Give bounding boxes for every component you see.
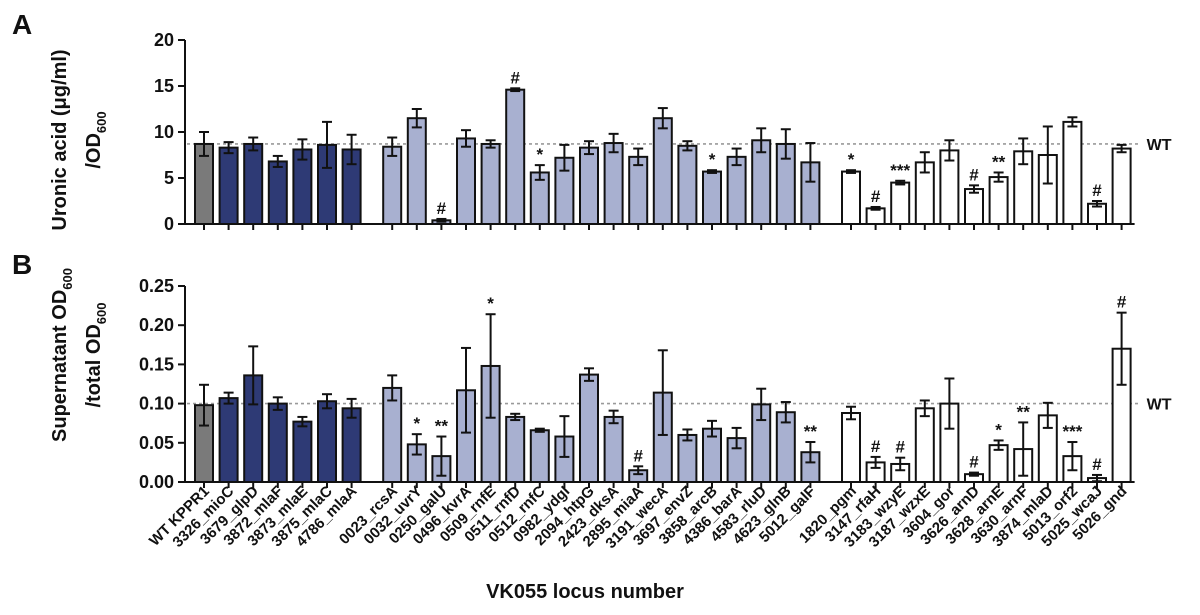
panel-b-ylabel-line2: /total OD (83, 324, 105, 407)
panel-b-ylabel-line1-sub: 600 (60, 268, 75, 290)
panel-a-bar (456, 137, 476, 225)
category-labels: WT KPPR13326_mioC3679_glpD3872_mlaF3873_… (146, 483, 1130, 552)
panel-b-ylabel-2: /total OD600 (83, 302, 109, 407)
panel-b-bar (677, 433, 698, 483)
panel-a-bar (505, 88, 526, 226)
panel-b-significance-marker: ** (1017, 402, 1031, 421)
panel-a-significance-marker: # (437, 199, 447, 218)
panel-b-y-tick-label: 0.15 (139, 354, 174, 374)
panel-b-y-tick-label: 0.05 (139, 433, 174, 453)
panel-a-significance-marker: # (1092, 181, 1102, 200)
panel-a-bar (292, 148, 313, 225)
panel-b-significance-marker: # (895, 438, 905, 457)
panel-a-y-tick-label: 10 (154, 122, 174, 142)
panel-b-significance-marker: * (413, 414, 420, 433)
panel-b-ylabel-line2-sub: 600 (94, 302, 109, 324)
panel-a-bar (702, 170, 722, 225)
panel-a-y-tick-label: 5 (164, 168, 174, 188)
panel-b-significance-marker: * (487, 294, 494, 313)
panel-a-bar (988, 176, 1009, 225)
panel-b-y-tick-label: 0.00 (139, 472, 174, 492)
panel-a-ylabel-line2: /OD (83, 133, 105, 169)
panel-a-bar (480, 142, 501, 226)
panel-a-ylabel: Uronic acid (μg/ml) (49, 49, 71, 230)
panel-b-wt-label: WT (1147, 397, 1172, 414)
panel-a-bar (218, 146, 239, 225)
panel-b-significance-marker: # (633, 446, 643, 465)
panel-a-y-tick-label: 20 (154, 30, 174, 50)
panel-a-significance-marker: *** (890, 161, 910, 180)
panel-b-significance-marker: # (1092, 455, 1102, 474)
panel-a-bar (603, 142, 624, 225)
panel-a-ylabel-line1: Uronic acid (μg/ml) (49, 49, 71, 230)
panel-b-significance-marker: # (1117, 293, 1127, 312)
panel-a-significance-marker: # (871, 187, 881, 206)
panel-a-bar (652, 117, 673, 225)
panel-b-bar (341, 407, 362, 483)
panel-a-ylabel-2: /OD600 (83, 111, 109, 168)
panel-a-bar (243, 142, 264, 226)
panel-a-ylabel-sub: 600 (94, 111, 109, 133)
panel-b-bar (382, 386, 403, 484)
panel-a-bar (726, 155, 747, 225)
panel-a-letter: A (12, 9, 32, 40)
panel-b-y-tick-label: 0.20 (139, 315, 174, 335)
panel-b-ylabel: Supernatant OD600 (49, 268, 75, 442)
panel-a-significance-marker: * (709, 150, 716, 169)
panel-a-bar (1062, 120, 1083, 225)
panel-b-y-tick-label: 0.10 (139, 394, 174, 414)
panel-b-significance-marker: *** (1062, 422, 1082, 441)
panel-a-y-tick-label: 15 (154, 76, 174, 96)
panel-b-letter: B (12, 249, 32, 280)
panel-b-y-tick-label: 0.25 (139, 276, 174, 296)
panel-a-bar (890, 181, 911, 226)
panel-b-bar (579, 373, 599, 484)
panel-b-bar (267, 402, 288, 484)
panel-a-bar (579, 146, 599, 225)
panel-b-bar (317, 400, 337, 483)
x-axis-label: VK055 locus number (486, 581, 684, 603)
panel-a-bar (677, 144, 698, 225)
panel-b-significance-marker: # (871, 437, 881, 456)
panel-a-bar (382, 145, 403, 225)
panel-a-bar (964, 188, 984, 225)
panel-a-significance-marker: * (536, 145, 543, 164)
panel-b-bar (841, 412, 861, 483)
panel-a-bar (1111, 147, 1132, 225)
panel-a-wt-label: WT (1147, 137, 1172, 154)
panel-a-significance-marker: ** (992, 152, 1006, 171)
panel-a-bar (267, 160, 288, 226)
panel-b-significance-marker: * (995, 420, 1002, 439)
panel-b-bar (218, 397, 239, 483)
panel-a-bar (841, 170, 861, 225)
panel-b-significance-marker: ** (804, 422, 818, 441)
panel-b-bar (292, 420, 313, 483)
panel-a-y-tick-label: 0 (164, 214, 174, 234)
panel-b-bar (914, 407, 935, 483)
panel-b-bar (529, 429, 550, 484)
panel-b-bar (505, 415, 526, 484)
panel-a-significance-marker: # (510, 68, 520, 87)
panel-b-significance-marker: ** (435, 417, 449, 436)
panel-a-bar (628, 155, 649, 225)
panel-a-significance-marker: * (848, 150, 855, 169)
panel-b-significance-marker: # (969, 453, 979, 472)
panel-a-significance-marker: # (969, 165, 979, 184)
panel-a-bar (406, 117, 427, 225)
panel-b-ylabel-line1: Supernatant OD (49, 290, 71, 442)
panel-b-bar (603, 415, 624, 484)
